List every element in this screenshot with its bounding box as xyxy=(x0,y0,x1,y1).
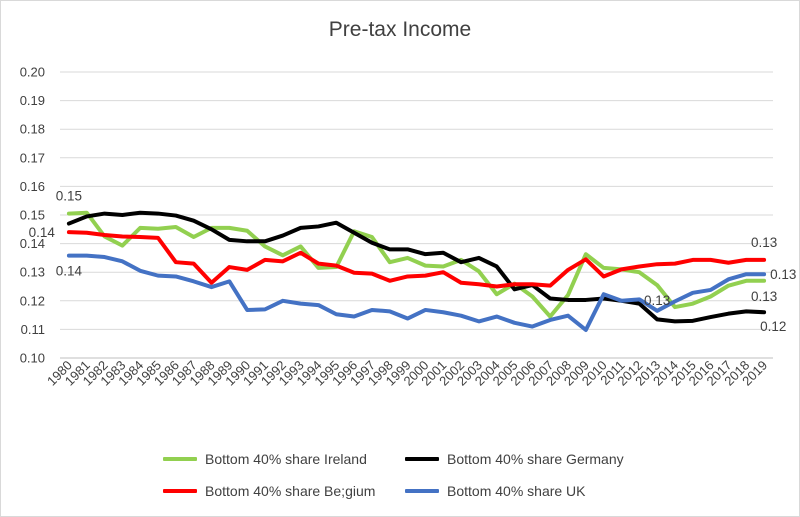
legend-label-germany: Bottom 40% share Germany xyxy=(447,451,624,467)
y-tick-label: 0.15 xyxy=(20,208,45,223)
legend-label-uk: Bottom 40% share UK xyxy=(447,483,586,499)
legend-swatch-ireland xyxy=(163,457,197,461)
data-label: 0.13 xyxy=(770,267,796,282)
data-label: 0.13 xyxy=(751,235,777,250)
legend-item-uk: Bottom 40% share UK xyxy=(405,483,586,499)
series-line-0 xyxy=(66,210,767,319)
y-tick-label: 0.12 xyxy=(20,293,45,308)
y-tick-label: 0.10 xyxy=(20,351,45,366)
y-tick-label: 0.17 xyxy=(20,150,45,165)
y-tick-label: 0.19 xyxy=(20,93,45,108)
series-line-1 xyxy=(66,210,767,324)
y-tick-label: 0.11 xyxy=(21,322,45,337)
data-label: 0.14 xyxy=(56,264,83,279)
data-label: 0.13 xyxy=(644,293,670,308)
data-label: 0.13 xyxy=(751,289,777,304)
chart-title: Pre-tax Income xyxy=(328,18,472,41)
legend-label-belgium: Bottom 40% share Be;gium xyxy=(205,483,376,499)
y-tick-label: 0.20 xyxy=(20,65,45,80)
legend-item-germany: Bottom 40% share Germany xyxy=(405,451,624,467)
legend-swatch-germany xyxy=(405,457,439,461)
data-label: 0.12 xyxy=(760,319,786,334)
y-tick-label: 0.16 xyxy=(20,179,45,194)
legend-label-ireland: Bottom 40% share Ireland xyxy=(205,451,367,467)
legend: Bottom 40% share Ireland Bottom 40% shar… xyxy=(0,446,800,506)
y-tick-label: 0.14 xyxy=(20,236,45,251)
legend-swatch-uk xyxy=(405,489,439,493)
series-line-2 xyxy=(66,230,767,289)
legend-item-belgium: Bottom 40% share Be;gium xyxy=(163,483,375,499)
data-label: 0.15 xyxy=(56,189,82,204)
legend-item-ireland: Bottom 40% share Ireland xyxy=(163,451,367,467)
y-tick-label: 0.13 xyxy=(20,265,45,280)
data-label: 0.14 xyxy=(29,225,56,240)
y-tick-label: 0.18 xyxy=(20,122,45,137)
legend-swatch-belgium xyxy=(163,489,197,493)
series-line-3 xyxy=(66,253,767,332)
